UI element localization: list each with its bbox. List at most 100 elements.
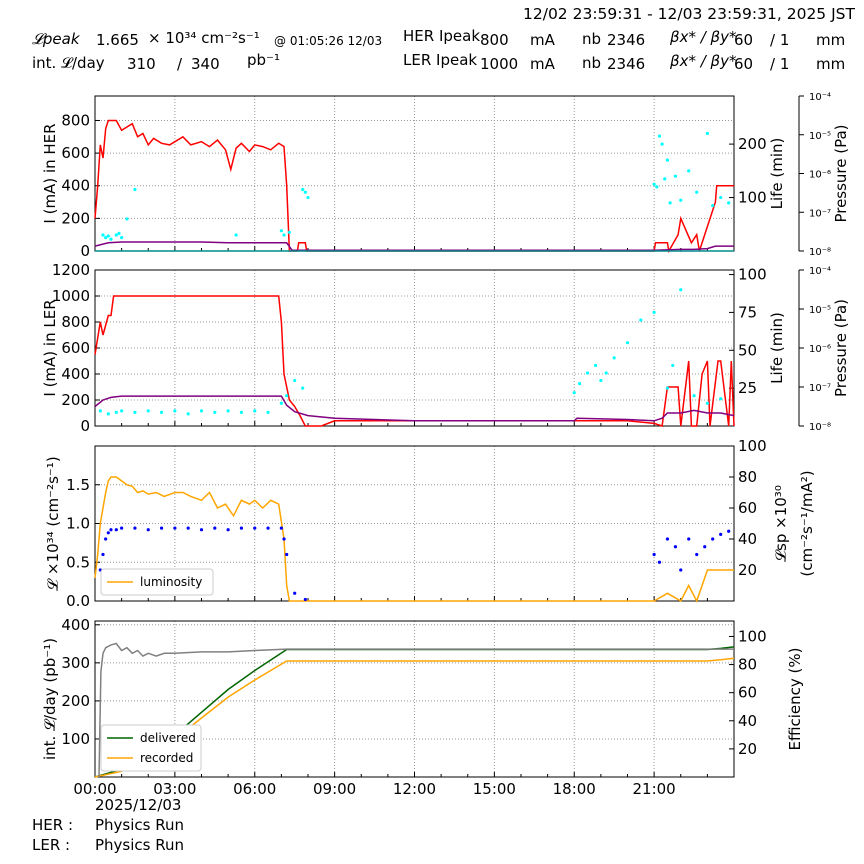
scatter-point xyxy=(663,177,667,181)
scatter-point xyxy=(711,203,715,208)
scatter-point xyxy=(173,409,177,413)
y-axis-label: int. 𝓛/day (pb⁻¹) xyxy=(41,638,59,760)
pressure-tick-label: 10⁻⁴ xyxy=(809,92,831,103)
scatter-point xyxy=(705,401,709,405)
scatter-point xyxy=(599,378,603,383)
y-tick-label: 100 xyxy=(61,730,90,748)
ler-beta-unit: mm xyxy=(816,55,846,73)
scatter-point xyxy=(673,545,678,549)
scatter-point xyxy=(687,169,691,173)
scatter-point xyxy=(293,591,297,595)
y2-tick-label: 75 xyxy=(738,303,757,321)
scatter-point xyxy=(125,217,129,221)
scatter-point xyxy=(604,371,608,375)
y2-tick-label: 60 xyxy=(738,499,757,517)
y-tick-label: 400 xyxy=(61,616,90,634)
x-tick-label: 15:00 xyxy=(473,780,516,798)
ler-betay-value: / 1 xyxy=(770,55,790,73)
x-tick-label: 00:00 xyxy=(73,780,116,798)
pressure-tick-label: 10⁻⁴ xyxy=(809,266,831,277)
scatter-point xyxy=(719,195,723,200)
x-tick-label: 18:00 xyxy=(553,780,596,798)
y2-axis-label: Life (min) xyxy=(768,138,786,210)
legend-label: delivered xyxy=(140,731,196,745)
scatter-point xyxy=(665,537,670,541)
scatter-point xyxy=(101,552,105,557)
scatter-point xyxy=(266,410,270,414)
scatter-point xyxy=(660,142,664,146)
scatter-point xyxy=(625,341,630,345)
scatter-point xyxy=(159,526,164,530)
scatter-point xyxy=(703,545,707,549)
y-tick-label: 200 xyxy=(61,391,90,409)
ler-nb-label: nb xyxy=(582,54,602,72)
scatter-point xyxy=(695,190,699,194)
scatter-point xyxy=(101,233,105,237)
scatter-point xyxy=(253,526,257,530)
scatter-point xyxy=(146,409,150,413)
her-betax-value: 60 xyxy=(734,31,754,49)
series-line-2 xyxy=(98,642,734,778)
scatter-point xyxy=(239,526,244,530)
y-tick-label: 300 xyxy=(61,654,90,672)
y2-tick-label: 100 xyxy=(738,266,767,284)
legend-box xyxy=(100,724,202,772)
y2-tick-label: 80 xyxy=(738,468,757,486)
y-tick-label: 0.0 xyxy=(66,592,90,610)
scatter-point xyxy=(159,410,164,414)
scatter-point xyxy=(612,356,616,360)
ler-nb-value: 2346 xyxy=(607,55,646,73)
scatter-point xyxy=(665,158,670,162)
series-line-1 xyxy=(94,395,735,422)
scatter-point xyxy=(226,528,230,532)
y-tick-label: 400 xyxy=(61,365,90,383)
scatter-point xyxy=(673,174,678,178)
y-tick-label: 600 xyxy=(61,144,90,162)
her-nb-value: 2346 xyxy=(607,31,646,49)
y-tick-label: 800 xyxy=(61,111,90,129)
scatter-point xyxy=(287,230,291,234)
scatter-point xyxy=(282,233,286,237)
ler-current-unit: mA xyxy=(530,55,555,73)
scatter-point xyxy=(106,412,110,416)
series-line-0 xyxy=(94,295,735,427)
intl-sep: / xyxy=(177,55,183,73)
intl-delivered: 310 xyxy=(127,55,156,73)
scatter-point xyxy=(146,528,150,532)
pressure-tick-label: 10⁻⁵ xyxy=(809,305,831,316)
scatter-point xyxy=(711,537,715,541)
scatter-point xyxy=(109,237,113,241)
y-axis-label: I (mA) in LER xyxy=(41,299,59,396)
footer-date: 2025/12/03 xyxy=(95,796,182,814)
scatter-point xyxy=(692,394,696,398)
scatter-point xyxy=(665,386,670,390)
scatter-point xyxy=(106,234,110,238)
scatter-point xyxy=(652,552,656,557)
y2-axis-label: Efficiency (%) xyxy=(786,648,804,751)
scatter-point xyxy=(572,391,576,395)
scatter-point xyxy=(301,187,305,192)
scatter-point xyxy=(253,409,257,413)
y-tick-label: 200 xyxy=(61,209,90,227)
ler-ipeak-value: 1000 xyxy=(480,55,519,73)
pressure-tick-label: 10⁻⁶ xyxy=(809,170,831,181)
ler-ipeak-label: LER Ipeak xyxy=(403,51,478,69)
footer-ler-mode: Physics Run xyxy=(95,836,185,854)
scatter-point xyxy=(279,526,283,530)
y2-tick-label: 20 xyxy=(738,740,757,758)
scatter-point xyxy=(120,236,124,240)
lpeak-unit: × 10³⁴ cm⁻²s⁻¹ xyxy=(148,29,260,47)
pressure-tick-label: 10⁻⁷ xyxy=(809,208,831,219)
intl-label: int. 𝓛/day xyxy=(32,54,105,72)
scatter-point xyxy=(695,552,699,557)
scatter-point xyxy=(114,410,118,414)
x-tick-label: 12:00 xyxy=(393,780,436,798)
pressure-tick-label: 10⁻⁶ xyxy=(809,344,831,355)
y2-tick-label: 20 xyxy=(738,561,757,579)
scatter-point xyxy=(657,134,662,138)
scatter-point xyxy=(668,201,672,205)
scatter-point xyxy=(293,378,297,383)
her-ipeak-value: 800 xyxy=(480,31,509,49)
y-tick-label: 0.5 xyxy=(66,553,90,571)
